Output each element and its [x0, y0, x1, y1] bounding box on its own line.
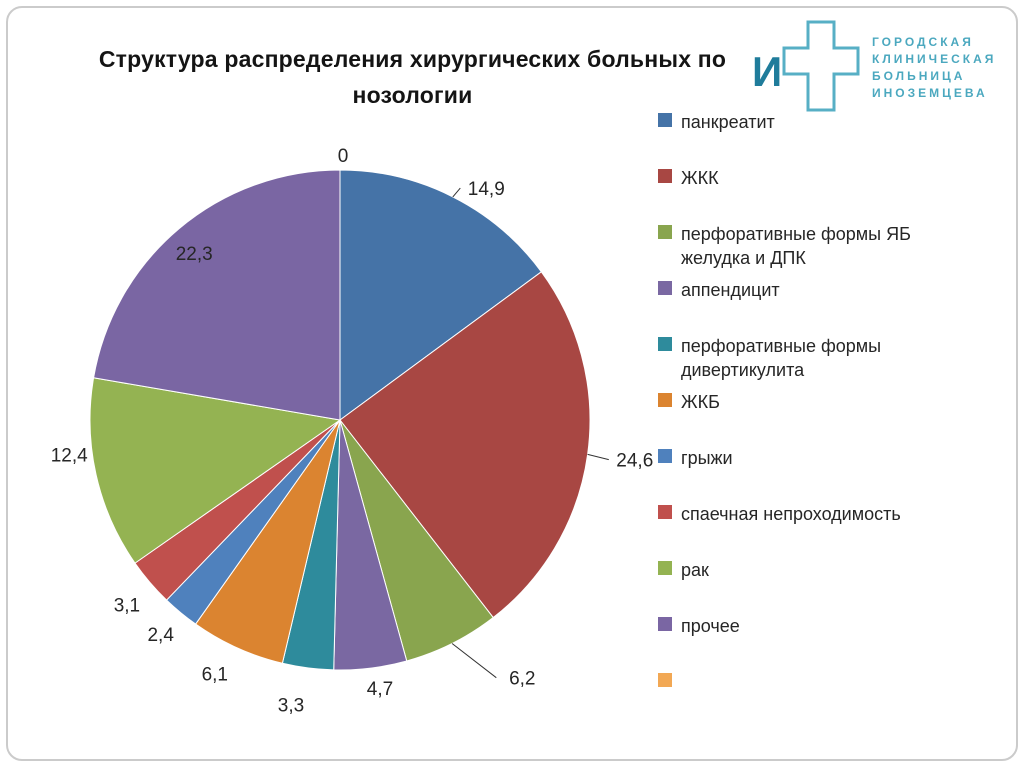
legend-swatch — [658, 561, 672, 575]
slice-value-label: 2,4 — [147, 625, 174, 646]
logo-letter-glyph: И — [752, 48, 782, 95]
pie-slice-8 — [89, 377, 342, 564]
legend-item: аппендицит — [658, 278, 1008, 334]
legend-swatch — [658, 337, 672, 351]
legend-label: панкреатит — [681, 112, 775, 132]
legend-swatch — [658, 113, 672, 127]
legend-label: перфоративные формы ЯБ желудка и ДПК — [681, 224, 911, 269]
cross-icon: И — [752, 20, 860, 112]
legend-swatch — [658, 617, 672, 631]
legend-item: перфоративные формы ЯБ желудка и ДПК — [658, 222, 1008, 278]
slice-value-label: 6,1 — [202, 665, 228, 686]
chart-legend: панкреатит ЖКК перфоративные формы ЯБ желу… — [658, 110, 1008, 726]
legend-label: прочее — [681, 616, 740, 636]
legend-item: ЖКБ — [658, 390, 1008, 446]
legend-swatch — [658, 281, 672, 295]
legend-item — [658, 670, 1008, 726]
slice-value-label: 24,6 — [616, 451, 653, 472]
label-leader-line — [451, 643, 497, 679]
legend-label: рак — [681, 560, 709, 580]
legend-item: грыжи — [658, 446, 1008, 502]
pie-chart: 14,9 24,6 6,2 4,7 3,3 6,1 2,4 3,1 12,4 22,3 0 — [5, 90, 695, 767]
hospital-logo: И ГОРОДСКАЯ КЛИНИЧЕСКАЯ БОЛЬНИЦА ИНОЗЕМЦ… — [752, 20, 996, 116]
logo-text: ГОРОДСКАЯ КЛИНИЧЕСКАЯ БОЛЬНИЦА ИНОЗЕМЦЕВ… — [872, 34, 996, 102]
legend-item: панкреатит — [658, 110, 1008, 166]
legend-swatch — [658, 449, 672, 463]
legend-item: спаечная непроходимость — [658, 502, 1008, 558]
logo-line-4: ИНОЗЕМЦЕВА — [872, 86, 988, 100]
legend-item: ЖКК — [658, 166, 1008, 222]
legend-swatch — [658, 169, 672, 183]
slice-value-label: 14,9 — [468, 179, 505, 200]
legend-swatch — [658, 393, 672, 407]
page-title: Структура распределения хирургических бо… — [98, 46, 727, 108]
legend-swatch — [658, 225, 672, 239]
label-leader-line — [452, 187, 461, 198]
slice-value-label: 3,3 — [278, 696, 304, 717]
slice-value-label: 6,2 — [509, 669, 535, 690]
legend-label: аппендицит — [681, 280, 780, 300]
slice-value-label: 3,1 — [114, 596, 140, 617]
legend-swatch — [658, 673, 672, 687]
legend-label: ЖКК — [681, 168, 719, 188]
legend-swatch — [658, 505, 672, 519]
legend-label: спаечная непроходимость — [681, 504, 901, 524]
slice-value-label: 22,3 — [176, 244, 213, 265]
logo-line-3: БОЛЬНИЦА — [872, 69, 966, 83]
slice-value-label: 0 — [338, 146, 349, 167]
legend-label: перфоративные формы дивертикулита — [681, 336, 882, 381]
legend-item: рак — [658, 558, 1008, 614]
legend-label: грыжи — [681, 448, 733, 468]
label-leader-line — [587, 453, 609, 461]
slice-value-label: 12,4 — [51, 446, 88, 467]
pie-slice-9 — [93, 169, 341, 421]
slice-value-label: 4,7 — [367, 679, 393, 700]
logo-line-1: ГОРОДСКАЯ — [872, 35, 974, 49]
logo-line-2: КЛИНИЧЕСКАЯ — [872, 52, 997, 66]
legend-label: ЖКБ — [681, 392, 720, 412]
legend-item: перфоративные формы дивертикулита — [658, 334, 1008, 390]
legend-item: прочее — [658, 614, 1008, 670]
